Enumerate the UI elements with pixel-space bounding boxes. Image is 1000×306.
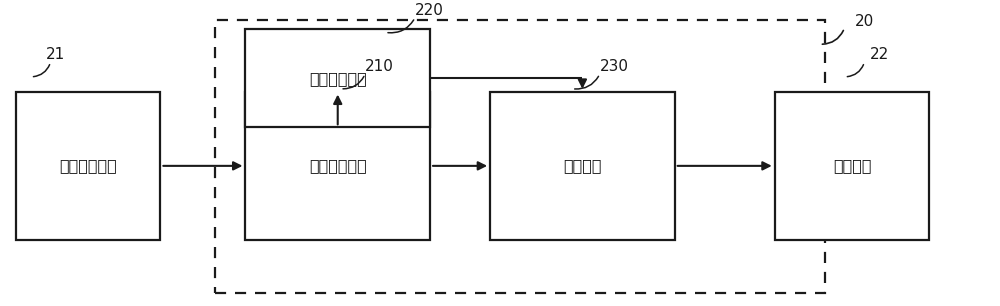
Text: 可变电容: 可变电容 (833, 159, 871, 174)
Text: 电源管理模块: 电源管理模块 (309, 71, 367, 86)
Text: 20: 20 (855, 14, 874, 29)
Bar (775, 92, 929, 240)
Bar (490, 92, 675, 240)
Text: 射频前端模块: 射频前端模块 (59, 159, 117, 174)
Text: 信号传输模块: 信号传输模块 (309, 159, 367, 174)
Bar (245, 92, 430, 240)
Text: 210: 210 (365, 59, 394, 74)
Text: 22: 22 (869, 47, 889, 62)
Text: 21: 21 (46, 47, 65, 62)
Bar (16, 92, 160, 240)
Text: 控制模块: 控制模块 (563, 159, 602, 174)
Text: 220: 220 (415, 2, 444, 17)
Bar (215, 21, 825, 293)
Text: 230: 230 (600, 59, 629, 74)
Bar (245, 29, 430, 127)
